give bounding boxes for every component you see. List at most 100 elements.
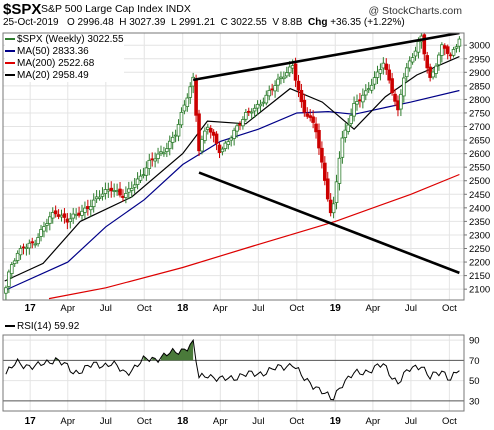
candle-up <box>232 129 236 139</box>
candle-up <box>132 184 137 188</box>
y-tick-label: 2350 <box>469 217 490 228</box>
y-tick-label: 2300 <box>469 230 490 241</box>
candle-up <box>273 85 277 92</box>
candle-up <box>188 86 193 98</box>
candle-down <box>150 158 155 161</box>
candle-up <box>153 158 157 162</box>
candle-down <box>121 195 125 198</box>
candle-down <box>65 218 70 223</box>
candle-up <box>235 125 239 132</box>
candle-up <box>331 203 336 214</box>
candle-up <box>457 38 462 47</box>
rsi-x-tick-label: Jul <box>252 416 264 427</box>
candle-up <box>106 189 111 192</box>
candle-down <box>323 162 327 181</box>
legend-ma50: MA(50) 2833.36 <box>5 46 124 58</box>
candle-down <box>56 214 61 217</box>
y-tick-label: 2950 <box>469 54 490 65</box>
candle-up <box>124 193 128 198</box>
x-tick-label: Jul <box>100 303 112 314</box>
candle-down <box>422 34 427 55</box>
candle-up <box>68 218 73 222</box>
candle-down <box>311 116 315 123</box>
candle-up <box>9 264 14 274</box>
y-tick-label: 2450 <box>469 190 490 201</box>
legend-price-text: $SPX (Weekly) 3022.55 <box>17 34 124 45</box>
x-tick-label: Oct <box>137 303 152 314</box>
high-label: H <box>119 17 127 28</box>
x-tick-label: Apr <box>213 303 228 314</box>
candle-up <box>147 159 152 169</box>
candle-down <box>320 147 324 163</box>
candle-up <box>226 141 231 145</box>
rsi-y-tick-label: 50 <box>469 376 480 387</box>
candle-up <box>416 41 421 53</box>
y-tick-label: 2750 <box>469 108 490 119</box>
open-label: O <box>66 17 75 28</box>
candle-up <box>185 97 190 108</box>
candle-up <box>369 84 374 91</box>
volume-label: V <box>272 17 280 28</box>
candle-up <box>258 103 263 107</box>
change-value: +36.35 (+1.22%) <box>330 17 405 28</box>
stockcharts-watermark: @ StockCharts.com <box>368 5 462 17</box>
candle-down <box>305 113 310 117</box>
candle-up <box>407 60 412 69</box>
candle-up <box>12 260 17 265</box>
rsi-x-tick-label: Jul <box>405 416 417 427</box>
x-tick-label: Oct <box>442 303 457 314</box>
legend-ma200-text: MA(200) 2522.68 <box>17 58 95 69</box>
candle-up <box>334 181 339 203</box>
rsi-panel-frame <box>2 334 465 412</box>
candle-down <box>314 123 318 133</box>
candle-up <box>282 76 286 80</box>
candle-down <box>214 133 219 144</box>
candle-down <box>118 188 122 196</box>
rsi-x-tick-label: Oct <box>442 416 457 427</box>
candle-down <box>246 110 251 113</box>
ohlc-line: 25-Oct-2019 O 2996.48 H 3027.39 L 2991.2… <box>3 17 405 28</box>
candle-up <box>7 271 11 287</box>
y-tick-label: 2800 <box>469 95 490 106</box>
rsi-x-tick-label: Oct <box>137 416 152 427</box>
candle-down <box>384 63 389 70</box>
candle-up <box>264 94 269 104</box>
legend-ma20: MA(20) 2958.49 <box>5 70 124 82</box>
candle-up <box>361 94 365 103</box>
candle-up <box>402 77 406 97</box>
candle-down <box>296 80 301 91</box>
candle-down <box>308 115 312 118</box>
rsi-x-tick-label: Apr <box>60 416 75 427</box>
y-tick-label: 2500 <box>469 176 490 187</box>
candle-up <box>220 148 225 153</box>
low-value: 2991.21 <box>178 17 216 28</box>
rsi-x-tick-label: Apr <box>213 416 228 427</box>
candle-up <box>27 242 32 249</box>
candle-up <box>167 140 172 150</box>
quote-date: 25-Oct-2019 <box>3 17 59 28</box>
candle-down <box>328 199 333 214</box>
candle-up <box>337 157 342 184</box>
candle-up <box>352 103 356 117</box>
candle-up <box>88 206 93 211</box>
candle-down <box>62 213 67 218</box>
candle-down <box>109 187 114 192</box>
candle-down <box>194 78 198 116</box>
candle-up <box>223 142 228 150</box>
candle-up <box>176 124 181 137</box>
candle-down <box>197 113 201 152</box>
candle-up <box>94 196 99 200</box>
candle-up <box>252 107 257 112</box>
y-tick-label: 2200 <box>469 258 490 269</box>
x-tick-label: 19 <box>330 303 342 314</box>
candle-up <box>112 190 116 192</box>
candle-down <box>425 55 430 69</box>
candle-up <box>83 207 87 213</box>
x-tick-label: Apr <box>60 303 75 314</box>
upper-trendline <box>192 33 460 82</box>
candle-up <box>434 65 438 74</box>
candle-up <box>91 199 96 208</box>
candle-up <box>349 115 353 124</box>
candle-up <box>15 252 20 261</box>
